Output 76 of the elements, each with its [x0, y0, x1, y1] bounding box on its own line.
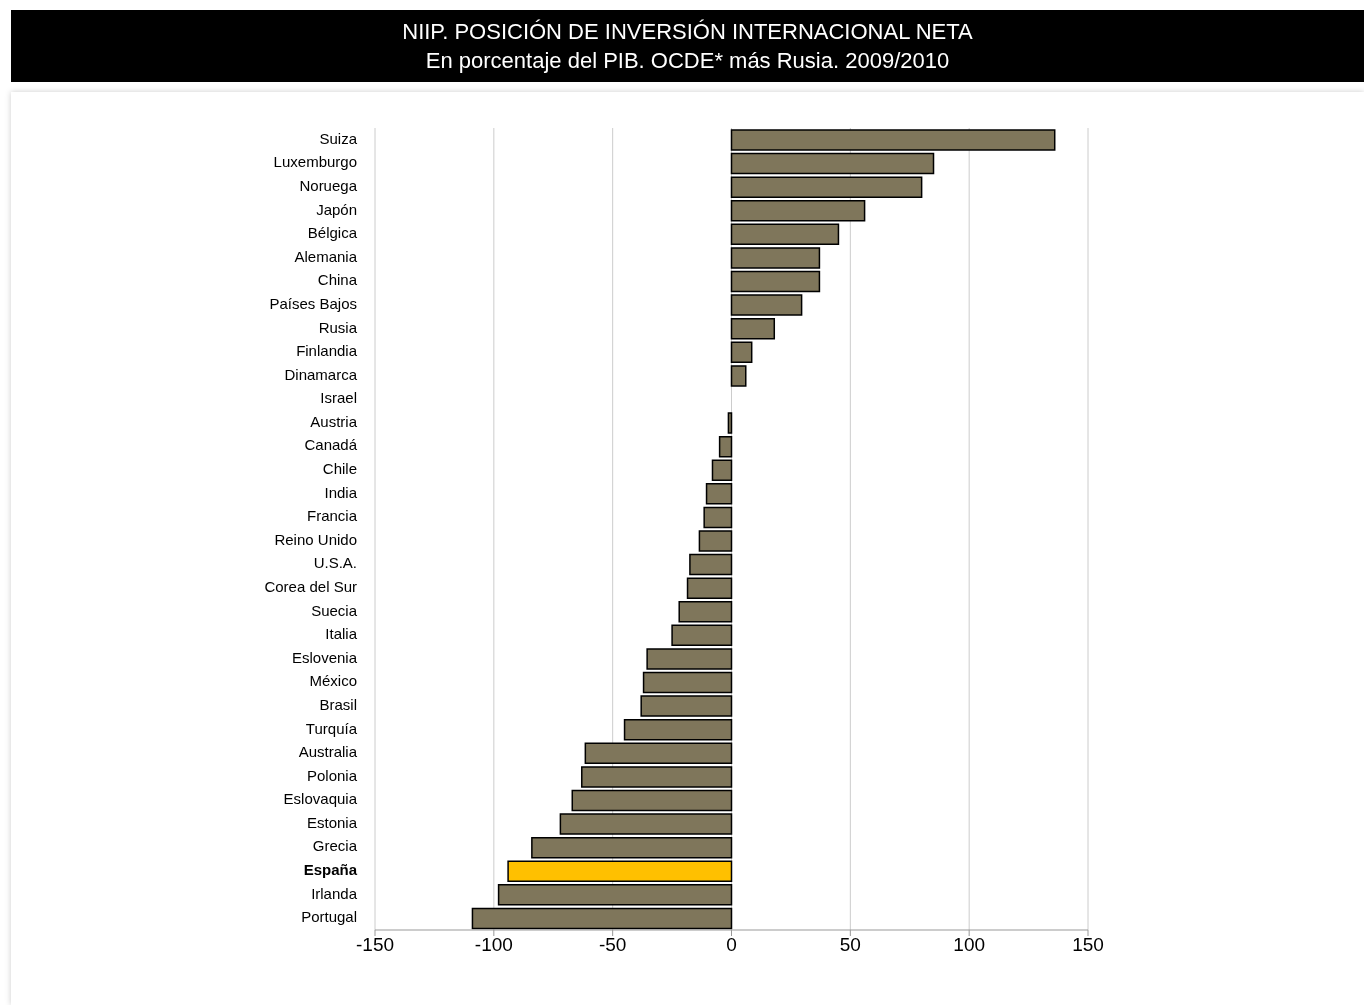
y-tick-label: Polonia	[306, 766, 358, 784]
x-tick-label: -100	[474, 934, 513, 956]
x-tick-label: 150	[1072, 934, 1104, 956]
bar	[584, 742, 733, 765]
x-tick-label: -50	[598, 934, 627, 956]
y-tick-label: India	[324, 483, 358, 501]
bar	[730, 129, 1056, 151]
y-tick-label: Dinamarca	[284, 365, 358, 383]
chart-subtitle: En porcentaje del PIB. OCDE* más Rusia. 2009/2010	[424, 47, 951, 75]
bar	[730, 176, 923, 198]
bar	[686, 577, 733, 599]
y-tick-label: Australia	[298, 743, 358, 761]
y-tick-label: China	[317, 271, 358, 289]
bar	[642, 671, 733, 694]
y-tick-label: Suecia	[311, 601, 358, 619]
bar	[531, 836, 733, 859]
y-tick-label: Francia	[306, 507, 358, 525]
bar	[581, 766, 733, 788]
bar	[640, 695, 733, 717]
chart-title: NIIP. POSICIÓN DE INVERSIÓN INTERNACIONAL NETA	[401, 18, 974, 46]
y-tick-label: Rusia	[318, 318, 358, 336]
y-tick-label: Irlanda	[311, 884, 358, 902]
bar	[559, 813, 733, 835]
y-tick-label: U.S.A.	[313, 554, 357, 572]
bar	[671, 624, 733, 647]
bar	[730, 200, 866, 222]
y-tick-label: Luxemburgo	[273, 153, 357, 171]
bar	[730, 317, 776, 340]
bar	[730, 270, 821, 293]
y-tick-label: Estonia	[306, 813, 358, 831]
y-tick-label: Corea del Sur	[264, 577, 357, 595]
y-tick-label: Eslovenia	[291, 648, 358, 666]
y-tick-label: Chile	[322, 460, 357, 478]
y-tick-label: Turquía	[305, 719, 358, 737]
x-tick-label: 50	[839, 934, 861, 956]
y-tick-label: Países Bajos	[269, 294, 357, 312]
bar	[730, 341, 753, 364]
bar	[730, 247, 821, 269]
bar	[711, 459, 733, 481]
y-tick-label: Italia	[325, 625, 358, 643]
bar	[730, 294, 803, 316]
bar	[507, 860, 733, 882]
bar	[730, 365, 747, 387]
bar	[730, 223, 840, 246]
y-tick-label: Canadá	[304, 436, 358, 454]
y-tick-label: Grecia	[312, 837, 358, 855]
y-tick-label: Noruega	[299, 176, 358, 194]
bar	[623, 718, 733, 741]
y-tick-label: Reino Unido	[274, 530, 357, 548]
y-tick-label: Suiza	[319, 129, 358, 147]
bar	[718, 435, 733, 458]
bar	[471, 907, 733, 930]
y-tick-label: Portugal	[301, 908, 357, 926]
y-tick-label: Brasil	[319, 695, 357, 713]
y-tick-label: Austria	[310, 412, 358, 430]
y-tick-label: Alemania	[294, 247, 358, 265]
bar	[705, 483, 733, 505]
bar	[698, 530, 733, 552]
bar	[703, 506, 733, 529]
x-tick-label: -150	[355, 934, 395, 956]
bar	[689, 553, 733, 576]
bar	[571, 789, 733, 812]
bar	[678, 601, 733, 623]
y-tick-label: Finlandia	[296, 342, 358, 360]
x-tick-label: 100	[953, 934, 986, 956]
x-tick-label: 0	[726, 934, 737, 956]
bar	[727, 412, 733, 434]
y-tick-label: España	[303, 861, 358, 879]
bar	[646, 648, 733, 670]
y-tick-label: Israel	[320, 389, 357, 407]
bar	[730, 152, 935, 175]
bar	[497, 884, 733, 906]
y-tick-label: Japón	[316, 200, 357, 218]
y-tick-label: Bélgica	[307, 224, 358, 242]
y-tick-label: México	[309, 672, 357, 690]
y-tick-label: Eslovaquia	[283, 790, 358, 808]
